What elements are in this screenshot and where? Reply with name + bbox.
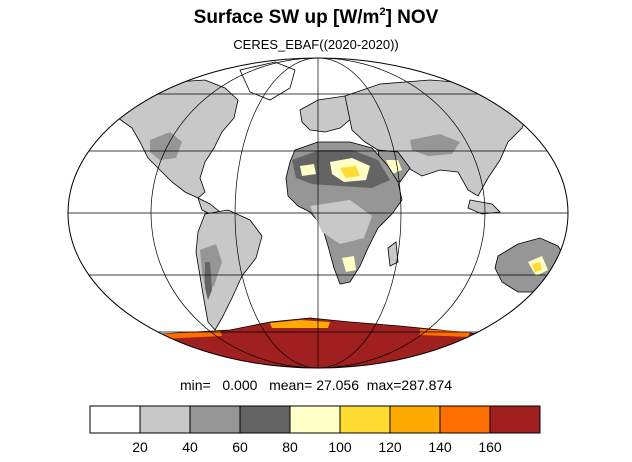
colorbar-tick-label: 60: [232, 439, 248, 455]
madagascar-landmass: [387, 241, 399, 267]
central-africa-light-patch: [310, 200, 372, 244]
europe-landmass: [299, 95, 361, 133]
sahara-bright-patch-2: [340, 166, 360, 178]
max-label: max=: [366, 377, 402, 393]
south-america-landmass: [195, 209, 263, 331]
antarctica-orange-edge-3: [420, 329, 470, 337]
mean-label: mean=: [269, 377, 313, 393]
andes-dark-patch: [205, 262, 212, 300]
colorbar-tick-label: 20: [132, 439, 148, 455]
colorbar-tick-label: 140: [428, 439, 452, 455]
mean-value: 27.056: [316, 377, 360, 393]
greenland-landmass: [239, 61, 296, 101]
min-label: min=: [179, 377, 211, 393]
colorbar-box: [389, 405, 441, 434]
australia-yellow-patch: [532, 262, 542, 272]
title-superscript: 2: [379, 6, 386, 18]
colorbar-tick-label: 40: [182, 439, 198, 455]
colorbar-box: [489, 405, 541, 434]
max-value: 287.874: [401, 377, 453, 393]
himalaya-dark-patch: [410, 134, 460, 156]
kalahari-bright-patch: [342, 256, 356, 272]
title-suffix: ] NOV: [385, 7, 439, 28]
colorbar-box: [139, 405, 191, 434]
title-text: Surface SW up [W/m: [193, 7, 380, 28]
colorbar-box: [89, 405, 141, 434]
colorbar-box: [439, 405, 491, 434]
statistics-line: min= 0.000 mean= 27.056 max=287.874: [0, 377, 632, 393]
colorbar-box: [339, 405, 391, 434]
colorbar-tick-label: 160: [478, 439, 502, 455]
sahara-bright-patch-3: [300, 164, 316, 176]
map-subtitle: CERES_EBAF((2020-2020)): [233, 37, 399, 52]
globe-outline: [67, 57, 569, 369]
min-value: 0.000: [222, 377, 258, 393]
colorbar-box: [239, 405, 291, 434]
colorbar-tick-label: 100: [328, 439, 352, 455]
colorbar-box: [189, 405, 241, 434]
colorbar-tick-label: 80: [282, 439, 298, 455]
colorbar-box: [289, 405, 341, 434]
map-title: Surface SW up [W/m2] NOV: [0, 4, 632, 32]
colorbar-tick-label: 120: [378, 439, 402, 455]
graticule: [68, 58, 568, 368]
antarctica-orange-edge-2: [270, 320, 330, 328]
north-america-dark-patch: [150, 132, 182, 160]
